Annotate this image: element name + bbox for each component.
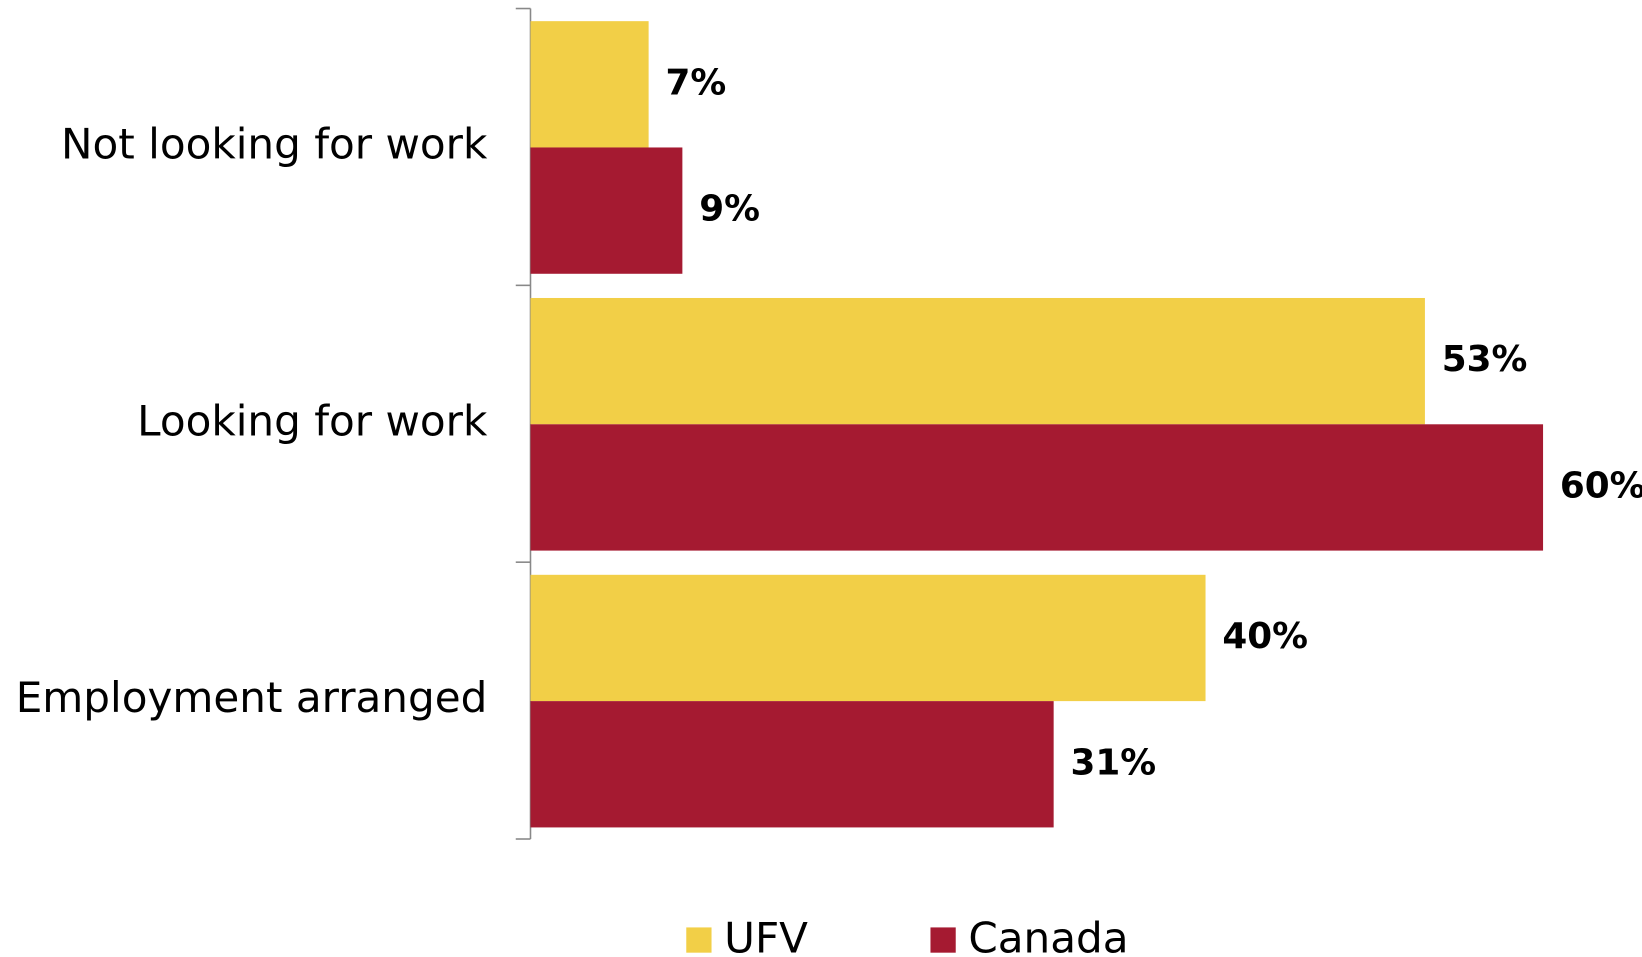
bar [530,574,1206,702]
bar [530,701,1054,828]
legend-label: Canada [968,914,1128,957]
legend-swatch [686,927,712,953]
value-label: 60% [1560,465,1642,506]
bar [530,21,649,148]
value-label: 31% [1070,742,1156,783]
category-label: Not looking for work [61,119,488,168]
bar [530,147,683,274]
category-label: Looking for work [137,396,488,445]
bar [530,424,1544,551]
value-label: 40% [1222,616,1308,657]
legend-swatch [930,927,956,953]
value-label: 9% [699,189,760,230]
value-label: 53% [1442,339,1528,380]
bar [530,297,1425,425]
legend-label: UFV [724,914,808,957]
category-label: Employment arranged [16,673,488,722]
value-label: 7% [665,62,726,103]
